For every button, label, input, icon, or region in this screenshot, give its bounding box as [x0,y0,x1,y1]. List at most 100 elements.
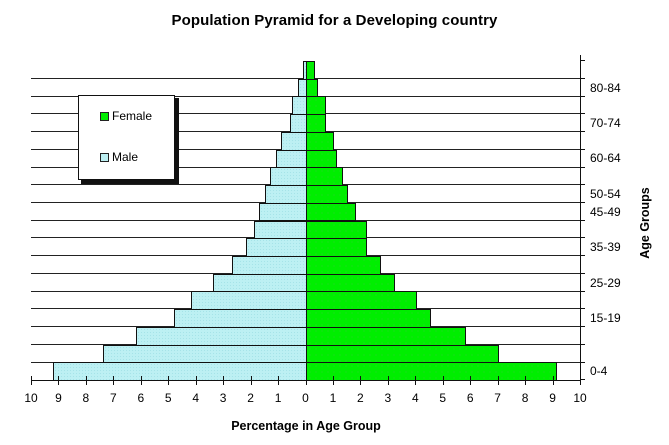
x-tick-label: 8 [82,391,90,405]
y-tick [580,131,585,133]
x-tick [168,376,170,385]
female-bar-35-39 [306,238,368,257]
age-group-label: 50-54 [590,186,621,201]
x-tick-label: 8 [521,391,529,405]
x-tick-label: 0 [302,391,309,405]
male-bar-25-29 [212,273,307,293]
legend: Female Male [78,95,175,180]
x-tick [470,376,472,385]
age-group-label: 60-64 [590,151,621,166]
male-bar-5-9 [102,344,307,364]
x-tick [497,376,499,385]
x-tick-label: 3 [384,391,392,405]
y-tick [580,290,585,292]
x-tick-label: 9 [549,391,556,405]
male-bar-50-54 [264,185,307,204]
female-bar-55-59 [306,167,343,187]
female-bar-30-34 [306,255,382,275]
x-tick-label: 9 [55,391,62,405]
male-bar-0-4 [53,362,307,381]
x-tick-label: 4 [192,391,200,405]
female-bar-5-9 [306,344,500,364]
female-bar-45-49 [306,202,357,222]
x-tick-label: 5 [164,391,172,405]
female-bar-40-44 [306,220,368,240]
legend-label-female: Female [112,109,153,123]
x-tick-label: 2 [357,391,364,405]
female-bar-10-14 [306,326,467,346]
female-bar-75-79 [306,96,327,116]
y-tick [580,326,585,328]
x-tick-label: 7 [110,391,117,405]
female-swatch-icon [100,111,109,121]
male-swatch-icon [100,152,109,162]
x-tick-label: 2 [247,391,254,405]
chart-title: Population Pyramid for a Developing coun… [171,12,498,29]
y-tick [580,77,585,79]
x-tick [415,376,417,385]
legend-label-male: Male [112,150,139,164]
x-tick [580,376,581,385]
male-bar-65-69 [281,131,307,151]
female-bar-70-74 [306,114,327,133]
male-bar-15-19 [174,309,307,328]
x-tick-label: 6 [137,391,145,405]
x-tick [305,376,307,385]
x-tick [113,376,115,385]
female-bar-60-64 [306,149,338,169]
male-bar-70-74 [289,114,307,133]
age-group-label: 70-74 [590,116,621,131]
female-bar-65-69 [306,131,335,151]
x-tick [58,376,60,385]
female-bar-15-19 [306,309,431,328]
x-tick-label: 5 [439,391,447,405]
x-tick-label: 6 [466,391,474,405]
x-tick [387,376,389,385]
x-tick [195,376,197,385]
x-axis-title: Percentage in Age Group [231,419,381,433]
x-tick-label: 1 [329,391,337,405]
x-tick [332,376,334,385]
female-bar-80-84 [306,78,318,98]
x-tick-label: 10 [573,391,587,405]
female-bar-0-4 [306,362,557,381]
male-bar-40-44 [253,220,307,240]
y-tick [580,166,585,168]
y-tick [580,60,585,62]
age-group-label: 0-4 [590,364,608,379]
male-bar-75-79 [292,96,307,116]
legend-item-female: Female [100,109,152,123]
y-tick [580,361,585,363]
female-bar-25-29 [306,273,395,293]
y-tick [580,237,585,239]
legend-item-male: Male [100,150,138,164]
y-tick [580,202,585,204]
x-tick [140,376,142,385]
female-bar-20-24 [306,291,417,311]
age-group-label: 25-29 [590,275,621,290]
male-bar-60-64 [275,149,307,169]
age-group-label: 45-49 [590,204,621,219]
female-bar-50-54 [306,185,349,204]
y-tick [580,95,585,97]
x-tick [442,376,444,385]
y-tick [580,184,585,186]
y-tick [580,113,585,115]
male-bar-10-14 [135,326,307,346]
y-tick [580,379,585,381]
age-group-label: 80-84 [590,80,621,95]
age-group-label: 35-39 [590,240,621,255]
male-bar-55-59 [270,167,307,187]
x-tick-label: 7 [494,391,501,405]
x-tick [552,376,554,385]
male-bar-35-39 [245,238,307,257]
x-tick [31,376,32,385]
y-axis-line [580,55,581,381]
x-tick-label: 1 [274,391,282,405]
female-bar-85+ [306,61,316,80]
age-group-label: 15-19 [590,310,621,325]
y-tick [580,343,585,345]
x-tick-label: 10 [24,391,38,405]
x-tick-label: 3 [219,391,227,405]
